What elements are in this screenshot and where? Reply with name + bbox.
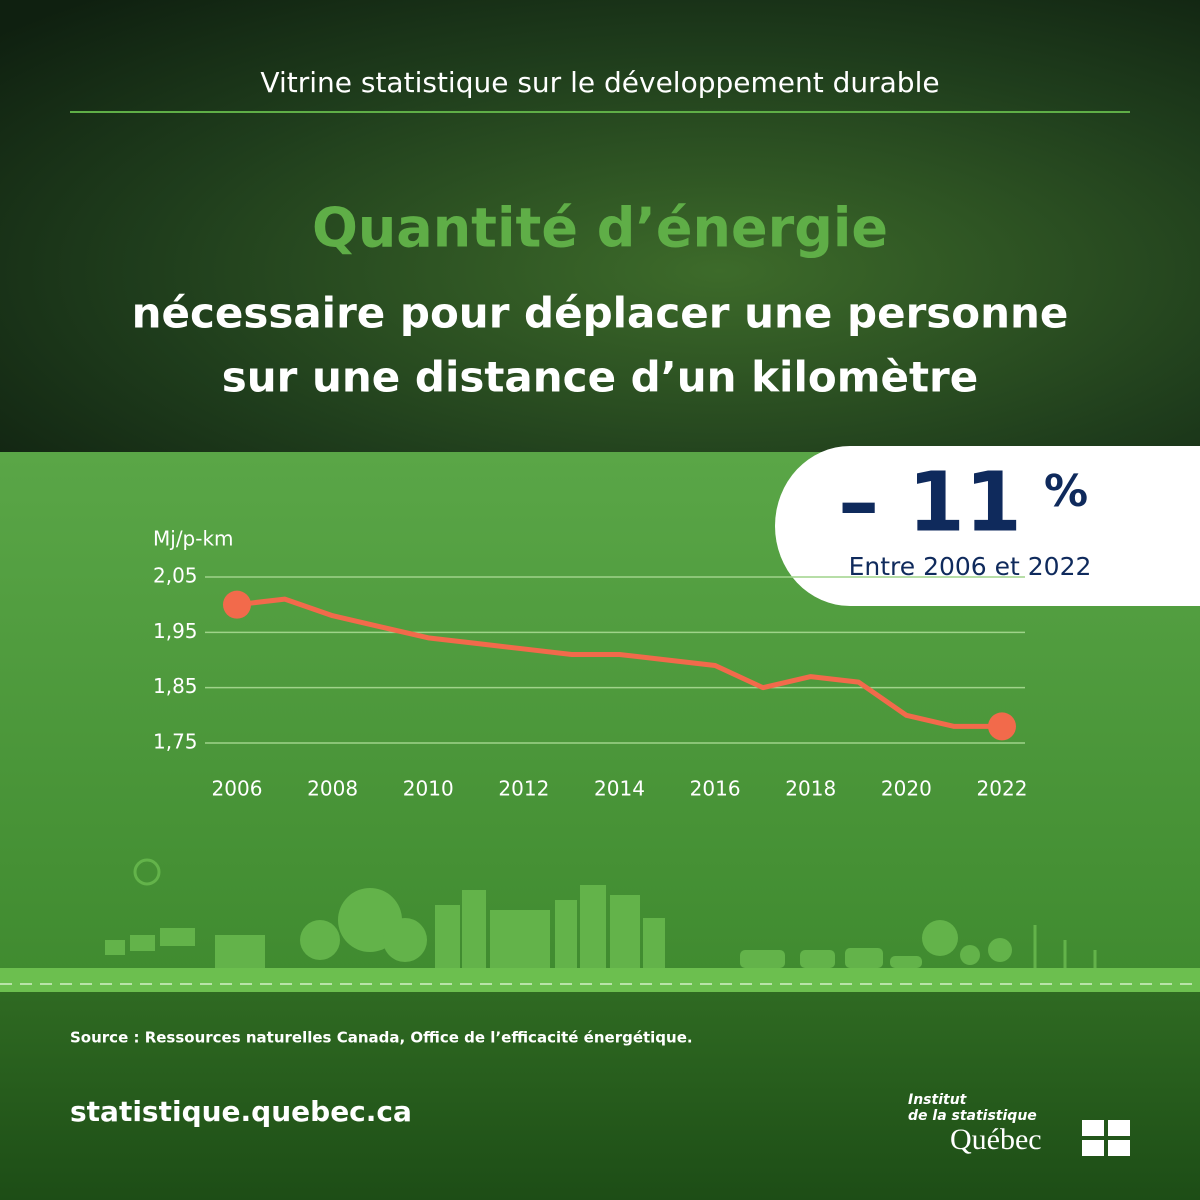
x-tick-label: 2016 <box>690 777 741 801</box>
y-tick-label: 1,85 <box>153 674 198 698</box>
x-tick-label: 2022 <box>977 777 1028 801</box>
plot: 1,75 1,85 1,95 2,05 2006 2008 2010 2012 2014 2016… <box>153 564 1027 801</box>
y-axis-label: Mj/p-km <box>153 527 234 551</box>
x-tick-label: 2020 <box>881 777 932 801</box>
logo-line: Institut <box>908 1092 968 1108</box>
y-tick-label: 1,95 <box>153 619 198 643</box>
callout-box <box>775 446 1200 606</box>
chart-subtitle: sur une distance d’un kilomètre <box>222 353 978 402</box>
header: Vitrine statistique sur le développement… <box>260 66 939 99</box>
callout-unit: % <box>1044 466 1088 517</box>
x-tick-label: 2012 <box>498 777 549 801</box>
footer-background <box>0 992 1200 1200</box>
line <box>236 596 1002 729</box>
x-tick-label: 2018 <box>785 777 836 801</box>
x-tick-label: 2006 <box>212 777 263 801</box>
y-tick-label: 2,05 <box>153 564 198 588</box>
chart-subtitle: nécessaire pour déplacer une personne <box>132 289 1069 338</box>
end-point <box>223 590 251 619</box>
chart-title: Quantité d’énergie <box>312 197 888 260</box>
x-tick-label: 2008 <box>307 777 358 801</box>
logo-name: Québec <box>950 1123 1042 1156</box>
url[interactable]: statistique.quebec.ca <box>70 1095 412 1128</box>
callout-period: Entre 2006 et 2022 <box>849 552 1092 581</box>
callout-change: – 11 <box>838 455 1022 550</box>
source: Source : Ressources naturelles Canada, O… <box>70 1029 693 1047</box>
end-point <box>988 712 1016 741</box>
logo-flag <box>1082 1120 1130 1156</box>
skyline <box>0 858 1200 992</box>
y-tick-label: 1,75 <box>153 730 198 754</box>
logo-line: de la statistique <box>908 1108 1037 1124</box>
top-background <box>0 0 1200 452</box>
x-tick-label: 2014 <box>594 777 645 801</box>
x-tick-label: 2010 <box>403 777 454 801</box>
